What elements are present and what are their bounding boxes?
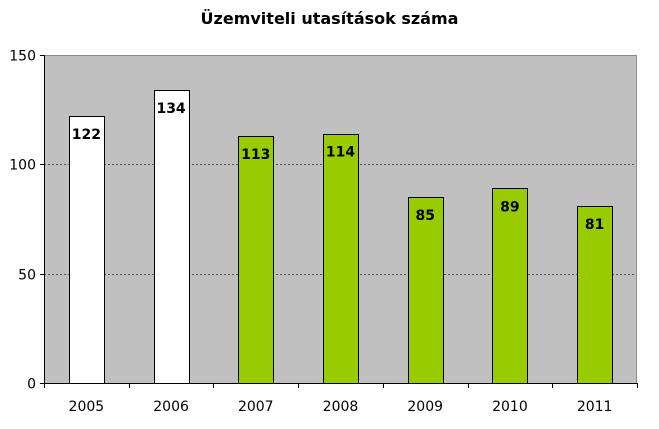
- x-tick-label-2007: 2007: [238, 399, 274, 415]
- bar-2009: [408, 197, 444, 384]
- y-tick-label: 150: [9, 49, 36, 65]
- chart-title: Üzemviteli utasítások száma: [200, 9, 459, 28]
- y-tick-label: 100: [9, 158, 36, 174]
- bar-labels: 122 134 113 114 85 89 81: [72, 101, 605, 233]
- data-label-2006: 134: [156, 101, 185, 117]
- data-label-2009: 85: [415, 208, 434, 224]
- x-tick-label-2010: 2010: [492, 399, 528, 415]
- bars: [69, 90, 613, 384]
- y-tick-label: 0: [27, 377, 36, 393]
- x-tick-label-2011: 2011: [577, 399, 613, 415]
- data-label-2008: 114: [326, 145, 355, 161]
- data-label-2005: 122: [72, 127, 101, 143]
- bar-2007: [238, 136, 274, 384]
- bar-2006: [154, 90, 190, 384]
- bar-2011: [577, 206, 613, 384]
- data-label-2007: 113: [241, 147, 270, 163]
- x-axis: 2005 2006 2007 2008 2009 2010 2011: [44, 383, 638, 415]
- data-label-2011: 81: [585, 217, 604, 233]
- x-tick-label-2009: 2009: [407, 399, 443, 415]
- y-axis: 0 50 100 150: [9, 49, 45, 393]
- data-label-2010: 89: [500, 199, 519, 215]
- bar-2008: [323, 134, 359, 384]
- bar-2010: [492, 188, 528, 384]
- x-tick-label-2005: 2005: [69, 399, 105, 415]
- x-tick-label-2006: 2006: [153, 399, 189, 415]
- y-tick-label: 50: [18, 268, 36, 284]
- x-tick-label-2008: 2008: [323, 399, 359, 415]
- bar-2005: [69, 116, 105, 384]
